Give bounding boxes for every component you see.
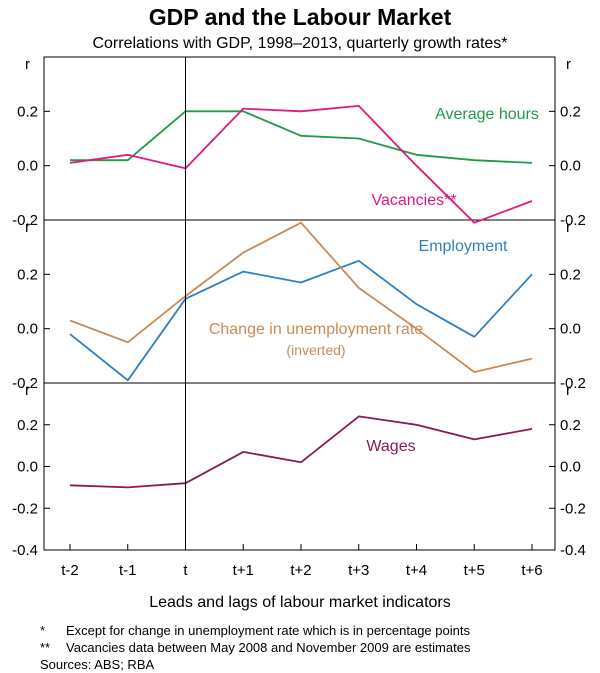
x-tick-label-t+2: t+2 — [290, 562, 311, 579]
x-tick-label-t+4: t+4 — [406, 562, 427, 579]
x-axis-label: Leads and lags of labour market indicato… — [149, 594, 451, 611]
x-tick-label-t+3: t+3 — [348, 562, 369, 579]
y-tick-label-left-bottom-0.0: 0.0 — [17, 459, 38, 476]
series-line-average-hours — [70, 110, 533, 164]
y-tick-label-right-middle--0.2: -0.2 — [560, 375, 586, 392]
y-tick-label-right-middle-0.2: 0.2 — [560, 266, 581, 283]
footnote-1-mark: * — [40, 623, 46, 638]
footnotes: * Except for change in unemployment rate… — [40, 622, 470, 673]
series-label-average-hours: Average hours — [435, 106, 539, 123]
y-tick-label-right-bottom--0.4: -0.4 — [560, 542, 586, 559]
y-tick-label-right-bottom-0.2: 0.2 — [560, 417, 581, 434]
y-tick-label-left-bottom--0.4: -0.4 — [12, 542, 38, 559]
footnote-1: * Except for change in unemployment rate… — [40, 622, 470, 639]
y-unit-label-left-top: r — [25, 56, 30, 73]
y-unit-label-right-top: r — [566, 56, 571, 73]
footnote-2-text: Vacancies data between May 2008 and Nove… — [66, 640, 471, 655]
y-tick-label-left-top--0.2: -0.2 — [12, 212, 38, 229]
y-unit-label-right-bottom: r — [566, 382, 571, 399]
y-tick-label-left-top-0.2: 0.2 — [17, 103, 38, 120]
plot-frame — [43, 56, 556, 551]
series-label-wages: Wages — [366, 438, 415, 455]
x-tick-label-t-1: t-1 — [119, 562, 137, 579]
x-tick-label-t+6: t+6 — [521, 562, 542, 579]
x-tick-label-t+1: t+1 — [233, 562, 254, 579]
chart-subtitle: Correlations with GDP, 1998–2013, quarte… — [92, 35, 508, 52]
x-tick-label-t-2: t-2 — [61, 562, 79, 579]
y-tick-label-right-top-0.2: 0.2 — [560, 103, 581, 120]
y-tick-label-right-top--0.2: -0.2 — [560, 212, 586, 229]
series-line-employment — [69, 259, 533, 382]
x-tick-label-t: t — [183, 562, 188, 579]
y-tick-label-right-bottom-0.0: 0.0 — [560, 459, 581, 476]
y-tick-label-right-bottom--0.2: -0.2 — [560, 500, 586, 517]
y-tick-label-right-middle-0.0: 0.0 — [560, 321, 581, 338]
y-tick-label-left-top-0.0: 0.0 — [17, 158, 38, 175]
series-label-change-in-unemployment-rate: Change in unemployment rate — [209, 321, 423, 338]
series-line-change-in-unemployment-rate — [69, 221, 533, 374]
y-unit-label-right-middle: r — [566, 219, 571, 236]
y-tick-label-left-middle--0.2: -0.2 — [12, 375, 38, 392]
footnote-2: ** Vacancies data between May 2008 and N… — [40, 639, 470, 656]
series-line-vacancies — [69, 105, 533, 224]
series-label-vacancies: Vacancies** — [371, 192, 456, 209]
footnote-1-text: Except for change in unemployment rate w… — [66, 623, 470, 638]
series-sublabel-change-in-unemployment-rate: (inverted) — [286, 342, 345, 358]
footnote-2-mark: ** — [40, 640, 51, 655]
series-label-employment: Employment — [419, 238, 508, 255]
chart-title: GDP and the Labour Market — [148, 4, 452, 30]
y-tick-label-left-bottom--0.2: -0.2 — [12, 500, 38, 517]
y-tick-label-left-middle-0.2: 0.2 — [17, 266, 38, 283]
y-unit-label-left-middle: r — [25, 219, 30, 236]
y-tick-label-left-middle-0.0: 0.0 — [17, 321, 38, 338]
y-tick-label-left-bottom-0.2: 0.2 — [17, 417, 38, 434]
sources: Sources: ABS; RBA — [40, 657, 155, 672]
y-tick-label-right-top-0.0: 0.0 — [560, 158, 581, 175]
x-tick-label-t+5: t+5 — [464, 562, 485, 579]
series-line-wages — [69, 415, 533, 489]
y-unit-label-left-bottom: r — [25, 382, 30, 399]
